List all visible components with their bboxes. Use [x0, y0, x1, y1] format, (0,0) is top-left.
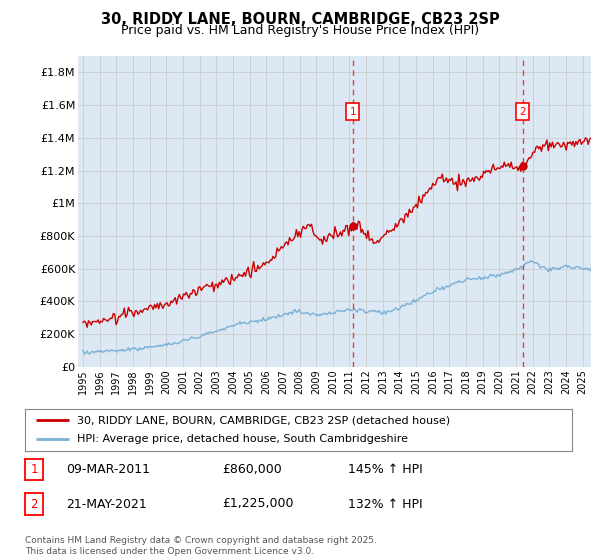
- Text: 2: 2: [31, 497, 38, 511]
- Text: 2: 2: [520, 106, 526, 116]
- Text: 30, RIDDY LANE, BOURN, CAMBRIDGE, CB23 2SP: 30, RIDDY LANE, BOURN, CAMBRIDGE, CB23 2…: [101, 12, 499, 27]
- Text: 21-MAY-2021: 21-MAY-2021: [66, 497, 147, 511]
- Text: 09-MAR-2011: 09-MAR-2011: [66, 463, 150, 476]
- Text: £1,225,000: £1,225,000: [222, 497, 293, 511]
- Text: 145% ↑ HPI: 145% ↑ HPI: [348, 463, 423, 476]
- Text: 132% ↑ HPI: 132% ↑ HPI: [348, 497, 422, 511]
- Text: HPI: Average price, detached house, South Cambridgeshire: HPI: Average price, detached house, Sout…: [77, 435, 408, 445]
- Text: £860,000: £860,000: [222, 463, 282, 476]
- Text: Price paid vs. HM Land Registry's House Price Index (HPI): Price paid vs. HM Land Registry's House …: [121, 24, 479, 36]
- Text: Contains HM Land Registry data © Crown copyright and database right 2025.
This d: Contains HM Land Registry data © Crown c…: [25, 536, 377, 556]
- Text: 30, RIDDY LANE, BOURN, CAMBRIDGE, CB23 2SP (detached house): 30, RIDDY LANE, BOURN, CAMBRIDGE, CB23 2…: [77, 415, 451, 425]
- Text: 1: 1: [31, 463, 38, 476]
- Text: 1: 1: [350, 106, 356, 116]
